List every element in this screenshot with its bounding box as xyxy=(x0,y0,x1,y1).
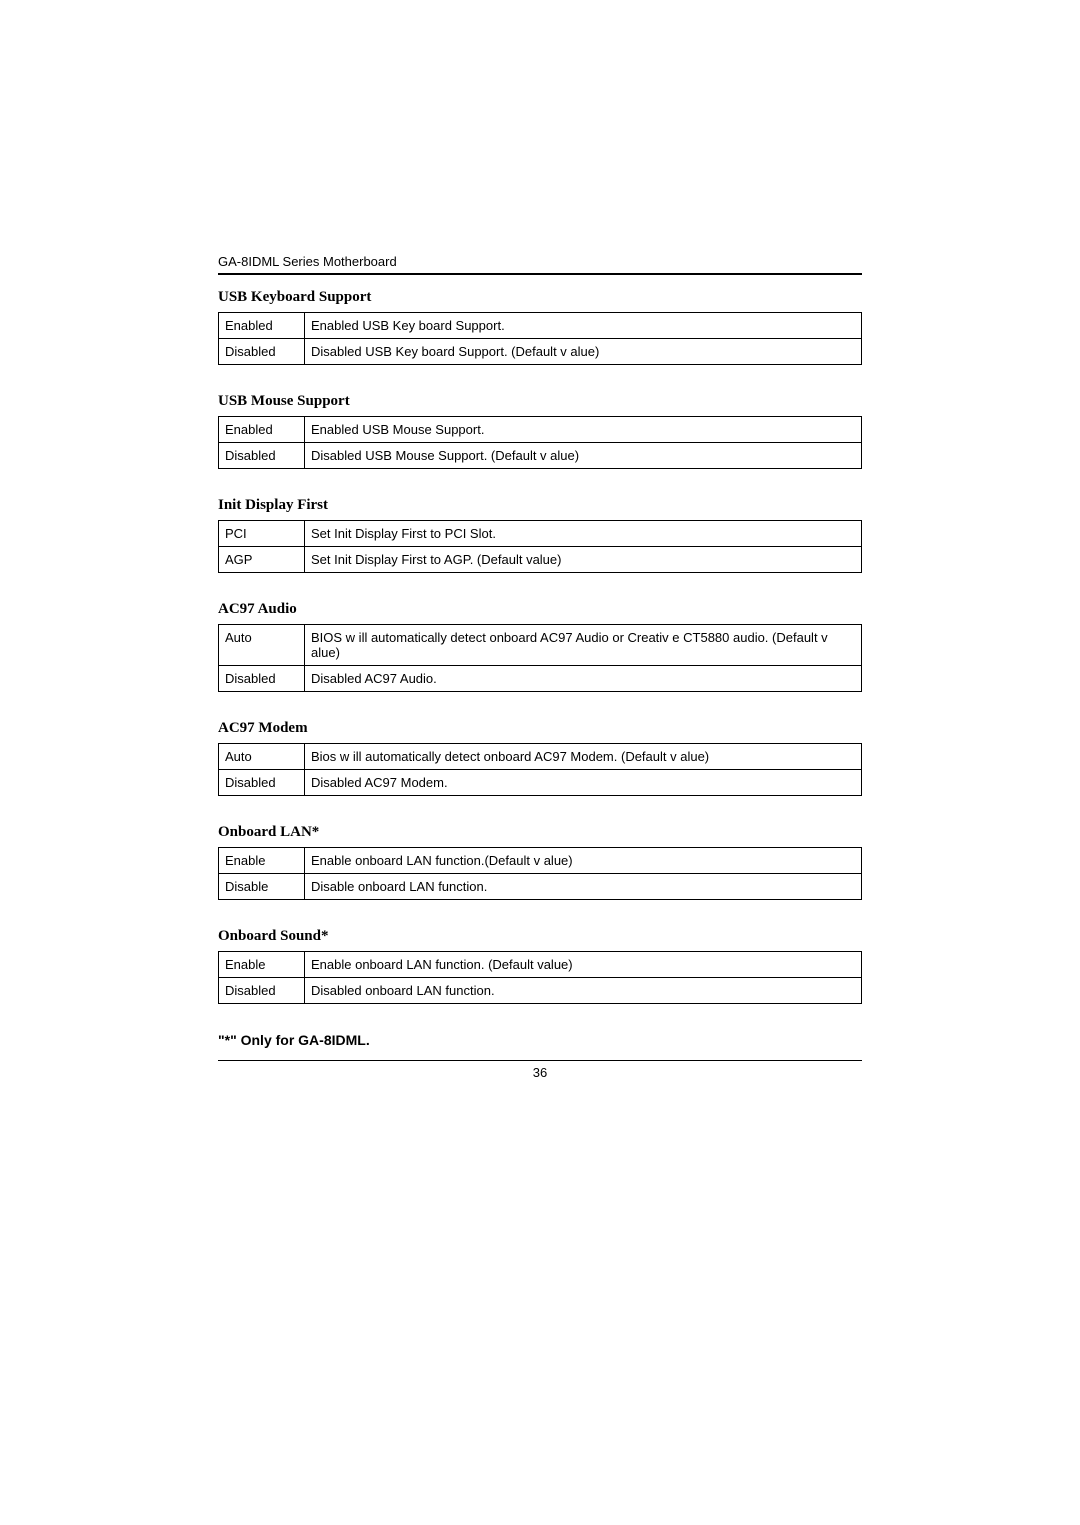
option-cell: Disabled xyxy=(219,443,305,469)
table-row: Auto BIOS w ill automatically detect onb… xyxy=(219,625,862,666)
option-cell: AGP xyxy=(219,547,305,573)
table-row: Enabled Enabled USB Key board Support. xyxy=(219,313,862,339)
description-cell: Enabled USB Key board Support. xyxy=(305,313,862,339)
table-ac97-audio: Auto BIOS w ill automatically detect onb… xyxy=(218,624,862,692)
table-init-display: PCI Set Init Display First to PCI Slot. … xyxy=(218,520,862,573)
description-cell: Enabled USB Mouse Support. xyxy=(305,417,862,443)
page-header: GA-8IDML Series Motherboard xyxy=(218,254,862,269)
table-onboard-lan: Enable Enable onboard LAN function.(Defa… xyxy=(218,847,862,900)
option-cell: Auto xyxy=(219,744,305,770)
table-usb-keyboard: Enabled Enabled USB Key board Support. D… xyxy=(218,312,862,365)
description-cell: Disabled AC97 Audio. xyxy=(305,666,862,692)
option-cell: Enable xyxy=(219,952,305,978)
table-row: Disabled Disabled onboard LAN function. xyxy=(219,978,862,1004)
option-cell: Enabled xyxy=(219,313,305,339)
table-row: Disabled Disabled AC97 Audio. xyxy=(219,666,862,692)
table-row: Disable Disable onboard LAN function. xyxy=(219,874,862,900)
header-rule xyxy=(218,273,862,275)
description-cell: Disabled AC97 Modem. xyxy=(305,770,862,796)
description-cell: Set Init Display First to AGP. (Default … xyxy=(305,547,862,573)
description-cell: Disabled USB Mouse Support. (Default v a… xyxy=(305,443,862,469)
description-cell: Set Init Display First to PCI Slot. xyxy=(305,521,862,547)
section-title-init-display: Init Display First xyxy=(218,497,862,514)
table-row: Disabled Disabled USB Key board Support.… xyxy=(219,339,862,365)
table-row: Disabled Disabled AC97 Modem. xyxy=(219,770,862,796)
table-ac97-modem: Auto Bios w ill automatically detect onb… xyxy=(218,743,862,796)
page-content: GA-8IDML Series Motherboard USB Keyboard… xyxy=(218,254,862,1080)
section-title-usb-keyboard: USB Keyboard Support xyxy=(218,289,862,306)
table-row: Disabled Disabled USB Mouse Support. (De… xyxy=(219,443,862,469)
section-title-onboard-sound: Onboard Sound* xyxy=(218,928,862,945)
description-cell: Enable onboard LAN function. (Default va… xyxy=(305,952,862,978)
description-cell: Disable onboard LAN function. xyxy=(305,874,862,900)
option-cell: Disabled xyxy=(219,339,305,365)
option-cell: PCI xyxy=(219,521,305,547)
table-row: AGP Set Init Display First to AGP. (Defa… xyxy=(219,547,862,573)
option-cell: Enable xyxy=(219,848,305,874)
option-cell: Auto xyxy=(219,625,305,666)
option-cell: Disable xyxy=(219,874,305,900)
table-row: Enable Enable onboard LAN function.(Defa… xyxy=(219,848,862,874)
description-cell: Disabled USB Key board Support. (Default… xyxy=(305,339,862,365)
table-row: Enable Enable onboard LAN function. (Def… xyxy=(219,952,862,978)
table-usb-mouse: Enabled Enabled USB Mouse Support. Disab… xyxy=(218,416,862,469)
option-cell: Disabled xyxy=(219,666,305,692)
option-cell: Enabled xyxy=(219,417,305,443)
section-title-onboard-lan: Onboard LAN* xyxy=(218,824,862,841)
table-row: Auto Bios w ill automatically detect onb… xyxy=(219,744,862,770)
page-number: 36 xyxy=(218,1065,862,1080)
description-cell: Enable onboard LAN function.(Default v a… xyxy=(305,848,862,874)
option-cell: Disabled xyxy=(219,978,305,1004)
option-cell: Disabled xyxy=(219,770,305,796)
description-cell: BIOS w ill automatically detect onboard … xyxy=(305,625,862,666)
table-row: PCI Set Init Display First to PCI Slot. xyxy=(219,521,862,547)
footnote-text: "*" Only for GA-8IDML. xyxy=(218,1032,862,1048)
section-title-usb-mouse: USB Mouse Support xyxy=(218,393,862,410)
footer-rule xyxy=(218,1060,862,1061)
section-title-ac97-audio: AC97 Audio xyxy=(218,601,862,618)
description-cell: Bios w ill automatically detect onboard … xyxy=(305,744,862,770)
table-row: Enabled Enabled USB Mouse Support. xyxy=(219,417,862,443)
table-onboard-sound: Enable Enable onboard LAN function. (Def… xyxy=(218,951,862,1004)
section-title-ac97-modem: AC97 Modem xyxy=(218,720,862,737)
description-cell: Disabled onboard LAN function. xyxy=(305,978,862,1004)
